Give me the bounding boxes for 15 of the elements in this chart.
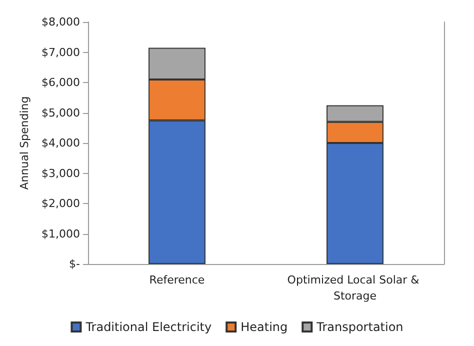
y-tick-label: $3,000 [42,166,80,180]
y-tick-label: $8,000 [42,16,80,28]
y-tick-label: $- [69,258,80,270]
y-tick-label: $1,000 [42,227,80,240]
legend-label: Traditional Electricity [84,320,212,334]
y-axis-title: Annual Spending [18,96,31,190]
y-tick-label: $6,000 [42,76,80,89]
y-tick-label: $4,000 [42,136,80,150]
y-tick-label: $2,000 [42,197,80,210]
y-tick-label: $5,000 [42,106,80,120]
legend-label: Transportation [316,320,404,334]
y-tick-label: $7,000 [42,46,80,59]
legend-label: Heating [240,320,288,334]
x-tick-label: Optimized Local Solar & Storage [287,274,423,302]
x-tick-label: Reference [149,274,205,286]
